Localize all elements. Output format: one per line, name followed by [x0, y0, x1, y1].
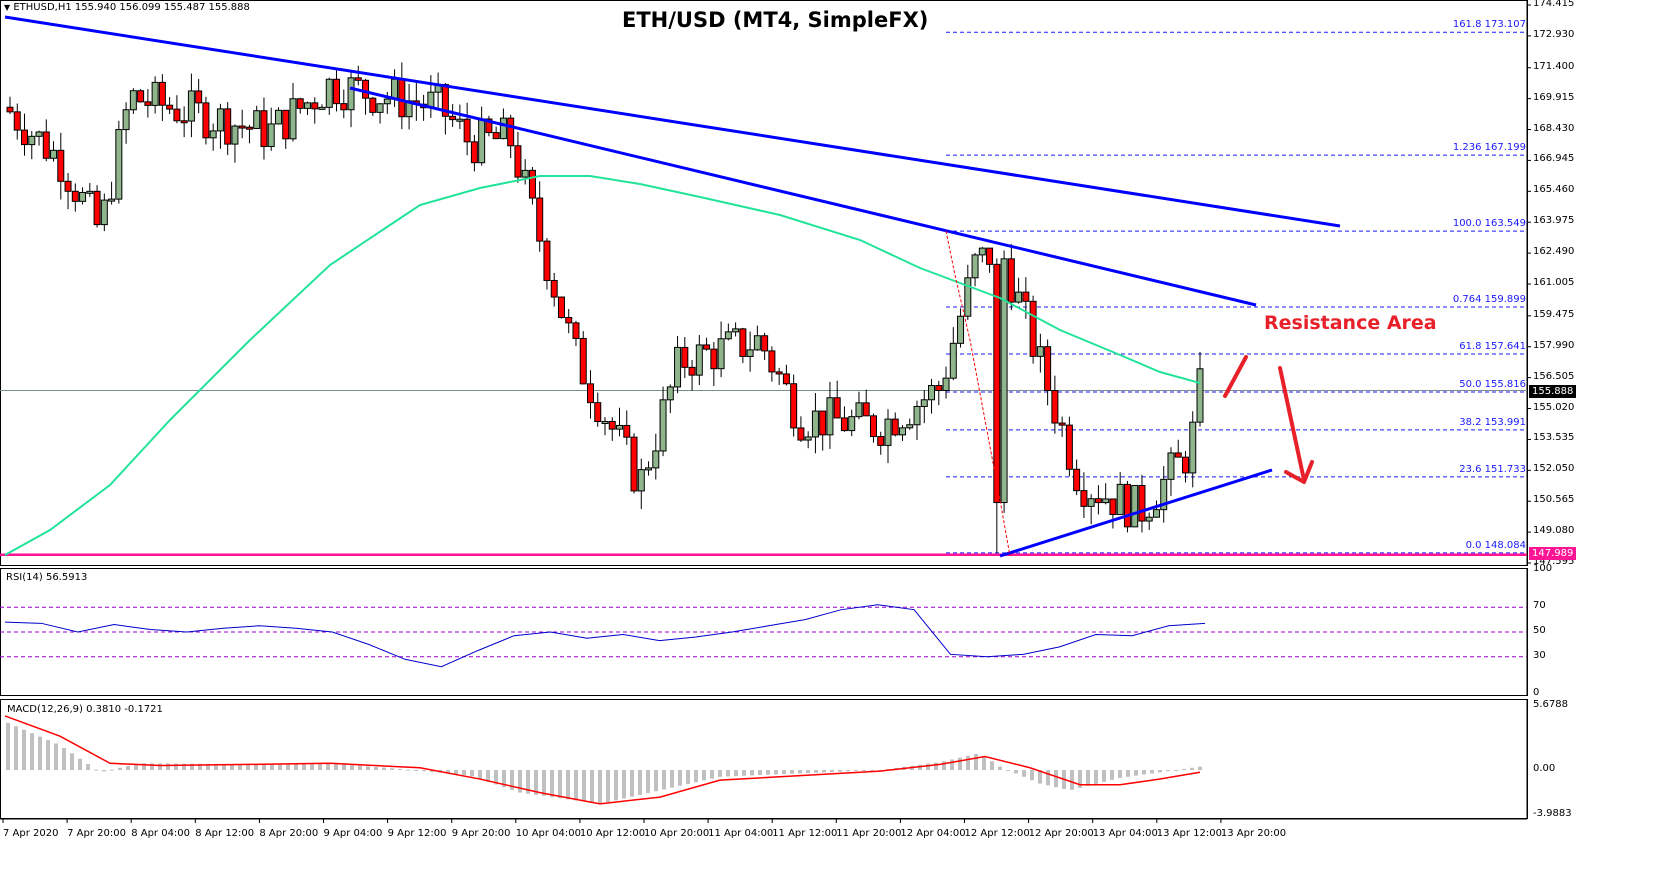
fib-level-label: 1.236 167.199	[1452, 142, 1526, 154]
resistance-area-label: Resistance Area	[1264, 312, 1437, 334]
time-tick-label: 7 Apr 20:00	[67, 828, 126, 839]
time-tick-label: 13 Apr 20:00	[1220, 828, 1287, 839]
rsi-tick-label: 30	[1533, 649, 1546, 661]
time-tick-label: 10 Apr 04:00	[515, 828, 581, 839]
time-tick-label: 10 Apr 20:00	[644, 828, 710, 839]
time-tick-label: 12 Apr 20:00	[1028, 828, 1094, 839]
price-tick-label: 166.945	[1533, 153, 1575, 165]
price-tick-label: 147.595	[1533, 556, 1575, 567]
price-tick-label: 161.005	[1533, 277, 1575, 288]
price-tick-label: 162.490	[1533, 246, 1575, 258]
price-tick-label: 172.930	[1533, 28, 1575, 40]
price-tick-label: 168.430	[1533, 122, 1575, 134]
fib-level-label: 161.8 173.107	[1452, 19, 1526, 31]
time-tick-label: 12 Apr 04:00	[900, 828, 966, 839]
rsi-tick-label: 70	[1533, 600, 1546, 612]
symbol-ohlc: ETHUSD,H1 155.940 156.099 155.487 155.88…	[13, 2, 250, 13]
price-tick-label: 169.915	[1533, 91, 1575, 103]
price-tick-label: 153.535	[1533, 432, 1575, 444]
current-price-tag: 155.888	[1529, 385, 1577, 398]
fib-level-label: 50.0 155.816	[1459, 378, 1526, 390]
fib-level-label: 0.764 159.899	[1452, 294, 1526, 305]
price-tick-label: 152.050	[1533, 463, 1575, 475]
price-tick-label: 174.415	[1533, 0, 1575, 9]
price-tick-label: 149.080	[1533, 525, 1575, 537]
price-tick-label: 150.565	[1533, 494, 1575, 506]
dropdown-triangle-icon[interactable]: ▼	[4, 3, 11, 12]
price-tick-label: 171.400	[1533, 60, 1575, 72]
time-tick-label: 10 Apr 12:00	[579, 828, 646, 839]
macd-tick-label: -3.9883	[1533, 808, 1572, 819]
time-tick-label: 9 Apr 12:00	[387, 828, 447, 839]
price-tick-label: 157.990	[1533, 339, 1575, 351]
rsi-tick-label: 0	[1533, 687, 1540, 698]
time-tick-label: 8 Apr 04:00	[131, 828, 191, 839]
time-tick-label: 9 Apr 04:00	[323, 828, 383, 839]
symbol-info[interactable]: ▼ ETHUSD,H1 155.940 156.099 155.487 155.…	[4, 2, 250, 13]
candles	[6, 62, 1204, 553]
time-tick-label: 7 Apr 2020	[3, 828, 59, 839]
price-tick-label: 165.460	[1533, 184, 1575, 196]
time-tick-label: 13 Apr 04:00	[1092, 828, 1158, 839]
chart-title: ETH/USD (MT4, SimpleFX)	[622, 8, 929, 32]
time-tick-label: 11 Apr 04:00	[708, 828, 774, 839]
time-tick-label: 8 Apr 20:00	[259, 828, 319, 839]
time-tick-label: 9 Apr 20:00	[451, 828, 511, 839]
macd-tick-label: 5.6788	[1533, 699, 1568, 710]
fib-level-label: 0.0 148.084	[1465, 539, 1526, 551]
time-tick-label: 11 Apr 12:00	[772, 828, 838, 839]
time-tick-label: 8 Apr 12:00	[195, 828, 255, 839]
rsi-label: RSI(14) 56.5913	[6, 572, 88, 583]
price-tick-label: 159.475	[1533, 308, 1575, 320]
price-tick-label: 163.975	[1533, 215, 1575, 227]
rsi-tick-label: 50	[1533, 625, 1546, 636]
fib-level-label: 38.2 153.991	[1459, 416, 1526, 428]
time-tick-label: 11 Apr 20:00	[836, 828, 902, 839]
support-price-tag: 147.989	[1529, 547, 1577, 560]
fib-level-label: 100.0 163.549	[1452, 218, 1526, 230]
time-tick-label: 13 Apr 12:00	[1156, 828, 1222, 839]
price-tick-label: 155.020	[1533, 401, 1575, 413]
macd-tick-label: 0.00	[1533, 763, 1556, 775]
fib-level-label: 61.8 157.641	[1459, 340, 1526, 352]
fib-level-label: 23.6 151.733	[1459, 463, 1526, 475]
time-tick-label: 12 Apr 12:00	[964, 828, 1030, 839]
macd-label: MACD(12,26,9) 0.3810 -0.1721	[7, 704, 163, 715]
rsi-tick-label: 100	[1533, 563, 1553, 574]
price-tick-label: 156.505	[1533, 370, 1575, 382]
